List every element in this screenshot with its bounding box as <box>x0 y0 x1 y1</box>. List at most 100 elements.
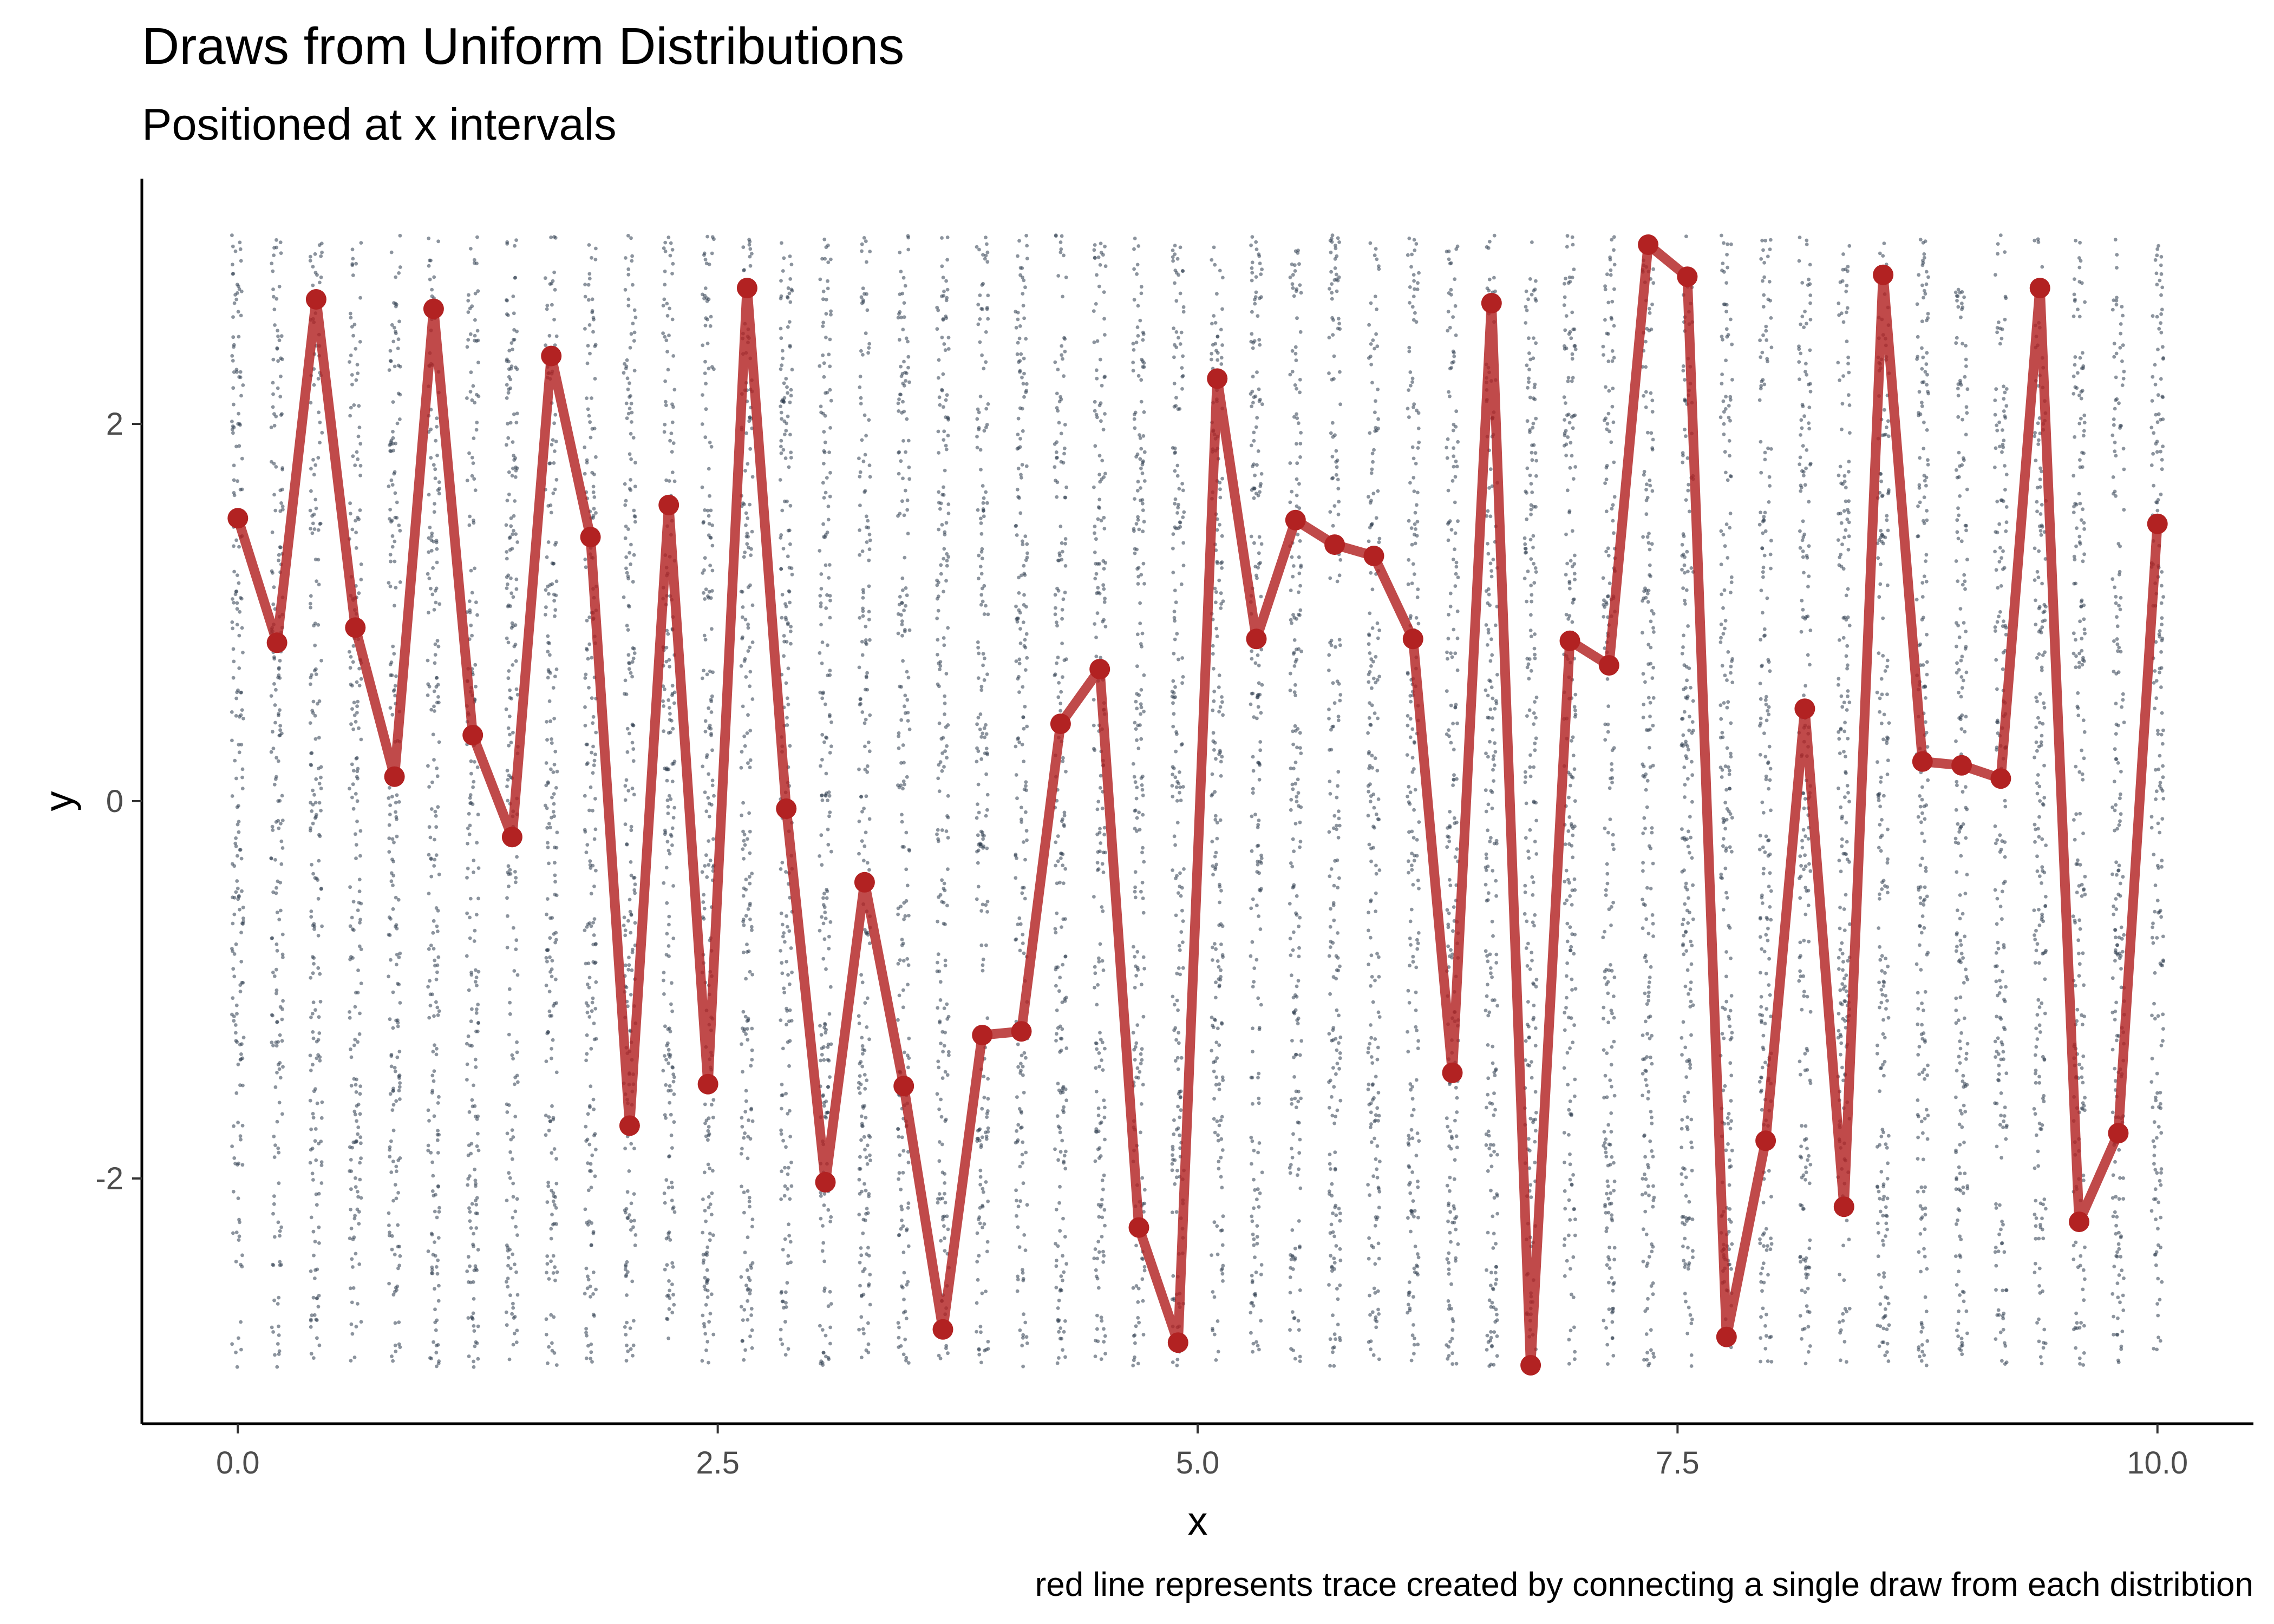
uniform-draw-point <box>349 316 353 320</box>
uniform-draw-point <box>554 579 559 584</box>
uniform-draw-point <box>1062 1154 1067 1158</box>
uniform-draw-point <box>553 543 557 547</box>
uniform-draw-point <box>585 361 590 365</box>
uniform-draw-point <box>514 238 518 242</box>
uniform-draw-point <box>979 1360 983 1365</box>
uniform-draw-point <box>979 307 983 311</box>
uniform-draw-point <box>352 713 357 717</box>
uniform-draw-point <box>984 943 988 947</box>
uniform-draw-point <box>474 1011 479 1015</box>
uniform-draw-point <box>230 710 234 714</box>
uniform-draw-point <box>1024 337 1028 341</box>
uniform-draw-point <box>906 235 911 240</box>
uniform-draw-point <box>359 241 363 245</box>
uniform-draw-point <box>550 959 554 962</box>
uniform-draw-point <box>314 813 318 817</box>
uniform-draw-point <box>979 603 983 607</box>
uniform-draw-point <box>545 959 549 964</box>
uniform-draw-point <box>707 297 711 302</box>
uniform-draw-point <box>786 1165 790 1170</box>
uniform-draw-point <box>1022 371 1026 376</box>
uniform-draw-point <box>936 952 940 957</box>
uniform-draw-point <box>348 1236 352 1241</box>
uniform-draw-point <box>896 912 900 916</box>
uniform-draw-point <box>238 610 242 614</box>
uniform-draw-point <box>433 837 436 842</box>
uniform-draw-point <box>631 1343 636 1347</box>
uniform-draw-point <box>1131 369 1135 373</box>
uniform-draw-point <box>941 1050 945 1053</box>
uniform-draw-point <box>354 843 358 847</box>
uniform-draw-point <box>358 473 362 477</box>
uniform-draw-point <box>469 759 473 763</box>
uniform-draw-point <box>821 522 825 526</box>
uniform-draw-point <box>388 1230 391 1235</box>
uniform-draw-point <box>592 1107 596 1111</box>
uniform-draw-point <box>633 1233 638 1237</box>
uniform-draw-point <box>237 335 241 339</box>
uniform-draw-point <box>429 874 434 879</box>
uniform-draw-point <box>897 451 900 455</box>
uniform-draw-point <box>820 640 825 644</box>
uniform-draw-point <box>828 1289 832 1294</box>
uniform-draw-point <box>742 555 746 559</box>
uniform-draw-point <box>545 912 548 916</box>
uniform-draw-point <box>239 931 243 935</box>
uniform-draw-point <box>313 1008 317 1012</box>
uniform-draw-point <box>389 250 394 254</box>
uniform-draw-point <box>1140 471 1145 475</box>
uniform-draw-point <box>350 325 354 329</box>
uniform-draw-point <box>633 882 637 887</box>
uniform-draw-point <box>1141 529 1145 534</box>
uniform-draw-point <box>1056 1158 1060 1162</box>
uniform-draw-point <box>633 1243 637 1247</box>
uniform-draw-point <box>667 1307 671 1311</box>
uniform-draw-point <box>779 451 783 455</box>
uniform-draw-point <box>436 1258 440 1262</box>
uniform-draw-point <box>311 1116 316 1120</box>
uniform-draw-point <box>545 303 550 307</box>
uniform-draw-point <box>821 957 826 961</box>
uniform-draw-point <box>821 921 826 926</box>
uniform-draw-point <box>710 251 714 256</box>
uniform-draw-point <box>818 1324 822 1328</box>
uniform-draw-point <box>946 626 950 630</box>
uniform-draw-point <box>1057 400 1062 404</box>
uniform-draw-point <box>231 386 236 390</box>
uniform-draw-point <box>826 1045 830 1049</box>
uniform-draw-point <box>741 501 745 506</box>
uniform-draw-point <box>863 453 867 457</box>
uniform-draw-point <box>1182 510 1186 514</box>
uniform-draw-point <box>1024 1335 1029 1339</box>
uniform-draw-point <box>666 944 671 948</box>
uniform-draw-point <box>393 515 397 520</box>
uniform-draw-point <box>354 261 358 266</box>
uniform-draw-point <box>1058 709 1062 713</box>
uniform-draw-point <box>476 1248 480 1252</box>
uniform-draw-point <box>1060 1138 1064 1143</box>
uniform-draw-point <box>671 261 675 266</box>
uniform-draw-point <box>554 1206 558 1210</box>
uniform-draw-point <box>632 369 637 372</box>
uniform-draw-point <box>590 310 594 315</box>
uniform-draw-point <box>390 534 395 538</box>
uniform-draw-point <box>750 1058 754 1062</box>
uniform-draw-point <box>1136 746 1141 750</box>
uniform-draw-point <box>434 438 438 443</box>
uniform-draw-point <box>1181 675 1185 679</box>
uniform-draw-point <box>589 1084 593 1089</box>
uniform-draw-point <box>629 1219 633 1223</box>
uniform-draw-point <box>270 530 275 534</box>
uniform-draw-point <box>271 1043 275 1047</box>
uniform-draw-point <box>548 955 552 959</box>
uniform-draw-point <box>936 1059 940 1064</box>
uniform-draw-point <box>623 503 628 507</box>
uniform-draw-point <box>281 1065 285 1069</box>
uniform-draw-point <box>938 998 943 1002</box>
uniform-draw-point <box>230 1144 234 1149</box>
uniform-draw-point <box>633 520 637 524</box>
uniform-draw-point <box>505 896 509 900</box>
uniform-draw-point <box>1019 473 1023 477</box>
uniform-draw-point <box>358 1084 363 1088</box>
uniform-draw-point <box>545 738 549 742</box>
